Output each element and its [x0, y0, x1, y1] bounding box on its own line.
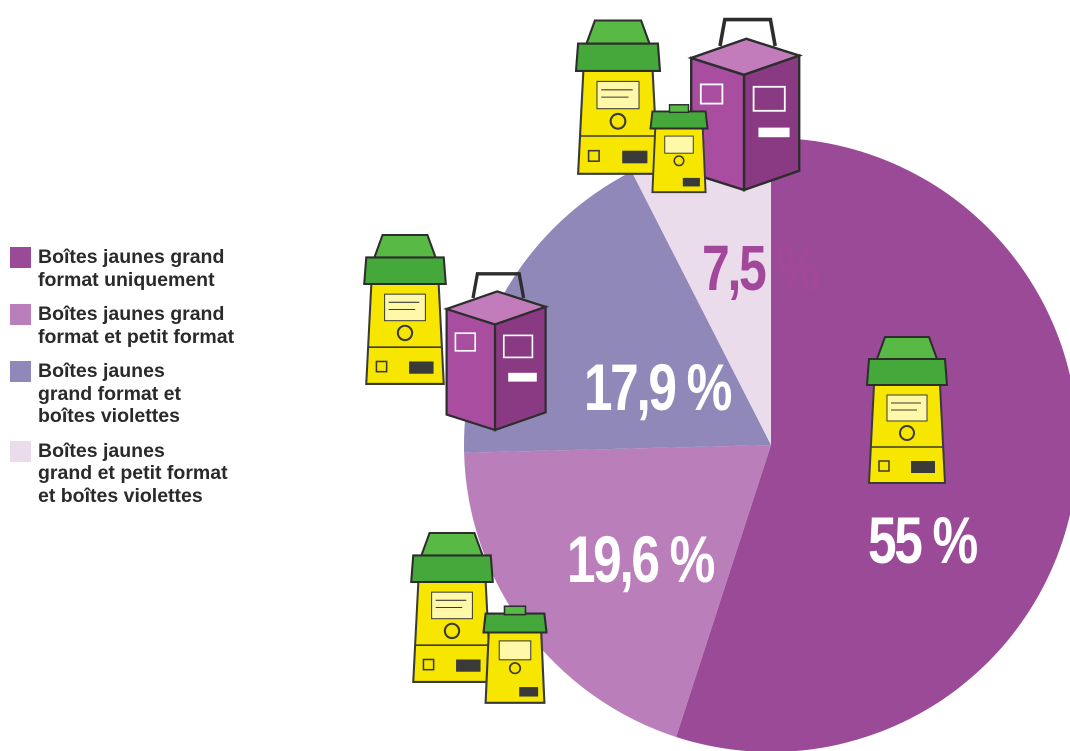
legend-item: Boîtes jaunes grand format et boîtes vio…: [10, 360, 310, 428]
slice-value-label: 17,9 %: [584, 350, 732, 425]
pie-slice: [631, 138, 771, 445]
legend-label: Boîtes jaunes grand et petit format et b…: [38, 439, 228, 507]
legend-label: Boîtes jaunes grand format et petit form…: [38, 303, 235, 348]
large-yellow-sharps-container-icon: [363, 233, 447, 385]
legend-item: Boîtes jaunes grand format et petit form…: [10, 303, 310, 348]
legend-swatch: [10, 440, 31, 462]
small-yellow-sharps-container-icon: [649, 103, 709, 194]
purple-sharps-box-icon: [689, 17, 802, 192]
small-yellow-sharps-container-icon: [482, 605, 548, 704]
pie-slice: [464, 445, 771, 737]
large-yellow-sharps-container-icon: [410, 531, 494, 683]
legend-label: Boîtes jaunes grand format uniquement: [38, 246, 225, 291]
slice-value-label: 19,6 %: [567, 522, 715, 597]
large-yellow-sharps-container-icon: [866, 336, 948, 484]
large-yellow-sharps-container-icon: [574, 19, 662, 175]
legend-label: Boîtes jaunes grand format et boîtes vio…: [38, 360, 182, 427]
legend-swatch: [10, 304, 31, 325]
legend-item: Boîtes jaunes grand et petit format et b…: [10, 440, 310, 508]
legend-item: Boîtes jaunes grand format uniquement: [10, 246, 310, 291]
legend: Boîtes jaunes grand format uniquement Bo…: [10, 246, 310, 519]
legend-swatch: [10, 361, 31, 382]
legend-swatch: [10, 247, 31, 268]
slice-value-label: 7,5 %: [702, 233, 819, 304]
slice-value-label: 55 %: [868, 503, 978, 578]
